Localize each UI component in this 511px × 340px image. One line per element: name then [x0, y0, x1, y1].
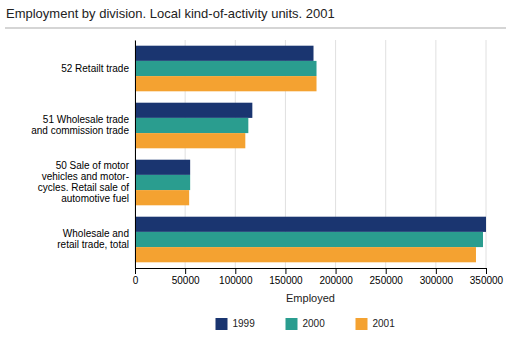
bar-series: [135, 46, 486, 232]
bar: [135, 160, 190, 175]
x-tick: 300000: [420, 268, 454, 286]
x-tick-label: 100000: [219, 275, 253, 286]
x-axis: 0 50000 100000 150000 200000 250000 300000 3500…: [133, 268, 504, 286]
x-tick: 250000: [370, 268, 404, 286]
bar: [135, 103, 252, 118]
legend: 1999 2000 2001: [216, 318, 396, 330]
x-tick: 100000: [219, 268, 253, 286]
title: Employment by division. Local kind-of-ac…: [6, 6, 335, 21]
bar: [135, 46, 314, 61]
x-tick: 0: [133, 268, 139, 286]
x-axis-title: Employed: [286, 292, 335, 304]
legend-item: 2001: [356, 318, 396, 330]
bar: [135, 61, 317, 76]
x-tick-label: 250000: [370, 275, 404, 286]
y-tick-label-line: cycles. Retail sale of: [38, 182, 129, 193]
bar: [135, 217, 486, 232]
plot: 0 50000 100000 150000 200000 250000 300000 3500…: [31, 40, 503, 330]
x-tick-mark: [135, 268, 136, 274]
bar-series: [135, 76, 476, 262]
y-tick-label-line: Wholesale and: [63, 228, 129, 239]
y-tick: Wholesale andretail trade, total: [57, 228, 135, 250]
x-tick: 150000: [269, 268, 303, 286]
y-tick-label: 50 Sale of motorvehicles and motor-cycle…: [38, 160, 130, 204]
title-rule: [5, 28, 506, 29]
x-tick-mark: [185, 268, 186, 274]
bar: [135, 118, 248, 133]
x-tick-label: 0: [133, 275, 139, 286]
y-tick-label-line: and commission trade: [31, 125, 129, 136]
grid-line: [486, 40, 487, 268]
x-tick-mark: [336, 268, 337, 274]
y-tick: 51 Wholesale tradeand commission trade: [31, 114, 135, 136]
legend-swatch: [356, 318, 368, 330]
bar: [135, 76, 317, 91]
legend-swatch: [216, 318, 228, 330]
x-tick-label: 50000: [172, 275, 200, 286]
y-tick-label-line: 51 Wholesale trade: [43, 114, 130, 125]
legend-label: 1999: [233, 318, 256, 329]
x-tick-mark: [285, 268, 286, 274]
legend-label: 2000: [303, 318, 326, 329]
bar: [135, 175, 190, 190]
bar: [135, 247, 476, 262]
grid: [135, 40, 486, 268]
bars: [135, 46, 486, 263]
legend-item: 2000: [286, 318, 326, 330]
x-tick-label: 300000: [420, 275, 454, 286]
grid-line: [135, 40, 136, 268]
x-tick-mark: [386, 268, 387, 274]
bar: [135, 133, 245, 148]
y-tick-label-line: 50 Sale of motor: [56, 160, 130, 171]
x-axis-line: [136, 269, 487, 275]
x-tick-label: 200000: [319, 275, 353, 286]
bar-series: [135, 61, 483, 247]
y-axis: Wholesale andretail trade, total 50 Sale …: [31, 41, 135, 269]
x-tick: 200000: [319, 268, 353, 286]
y-tick-label-line: retail trade, total: [57, 239, 129, 250]
y-tick: 50 Sale of motorvehicles and motor-cycle…: [38, 160, 135, 204]
x-tick-mark: [235, 268, 236, 274]
y-axis-line: [135, 41, 136, 269]
x-tick: 50000: [172, 268, 200, 286]
y-tick-label: 51 Wholesale tradeand commission trade: [31, 114, 129, 136]
y-tick-label: 52 Retailt trade: [61, 63, 129, 74]
x-tick-label: 150000: [269, 275, 303, 286]
y-tick-label-line: 52 Retailt trade: [61, 63, 129, 74]
y-tick: 52 Retailt trade: [61, 63, 135, 74]
bar: [135, 190, 189, 205]
legend-swatch: [286, 318, 298, 330]
legend-item: 1999: [216, 318, 256, 330]
x-tick: 350000: [470, 268, 504, 286]
y-tick-label-line: vehicles and motor-: [42, 171, 129, 182]
chart: Employment by division. Local kind-of-ac…: [0, 0, 511, 340]
y-tick-label-line: automotive fuel: [61, 193, 129, 204]
x-tick-label: 350000: [470, 275, 504, 286]
y-tick-label: Wholesale andretail trade, total: [57, 228, 129, 250]
x-tick-mark: [486, 268, 487, 274]
x-tick-mark: [436, 268, 437, 274]
legend-label: 2001: [373, 318, 396, 329]
bar: [135, 232, 483, 247]
